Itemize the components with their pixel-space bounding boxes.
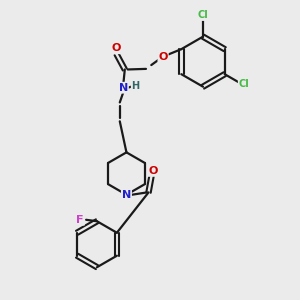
Text: O: O xyxy=(112,43,121,53)
Text: N: N xyxy=(119,83,128,93)
Text: F: F xyxy=(76,215,84,225)
Text: O: O xyxy=(148,166,158,176)
Text: O: O xyxy=(158,52,168,61)
Text: H: H xyxy=(132,81,140,91)
Text: Cl: Cl xyxy=(198,10,208,20)
Text: N: N xyxy=(122,190,131,200)
Text: Cl: Cl xyxy=(238,79,249,89)
